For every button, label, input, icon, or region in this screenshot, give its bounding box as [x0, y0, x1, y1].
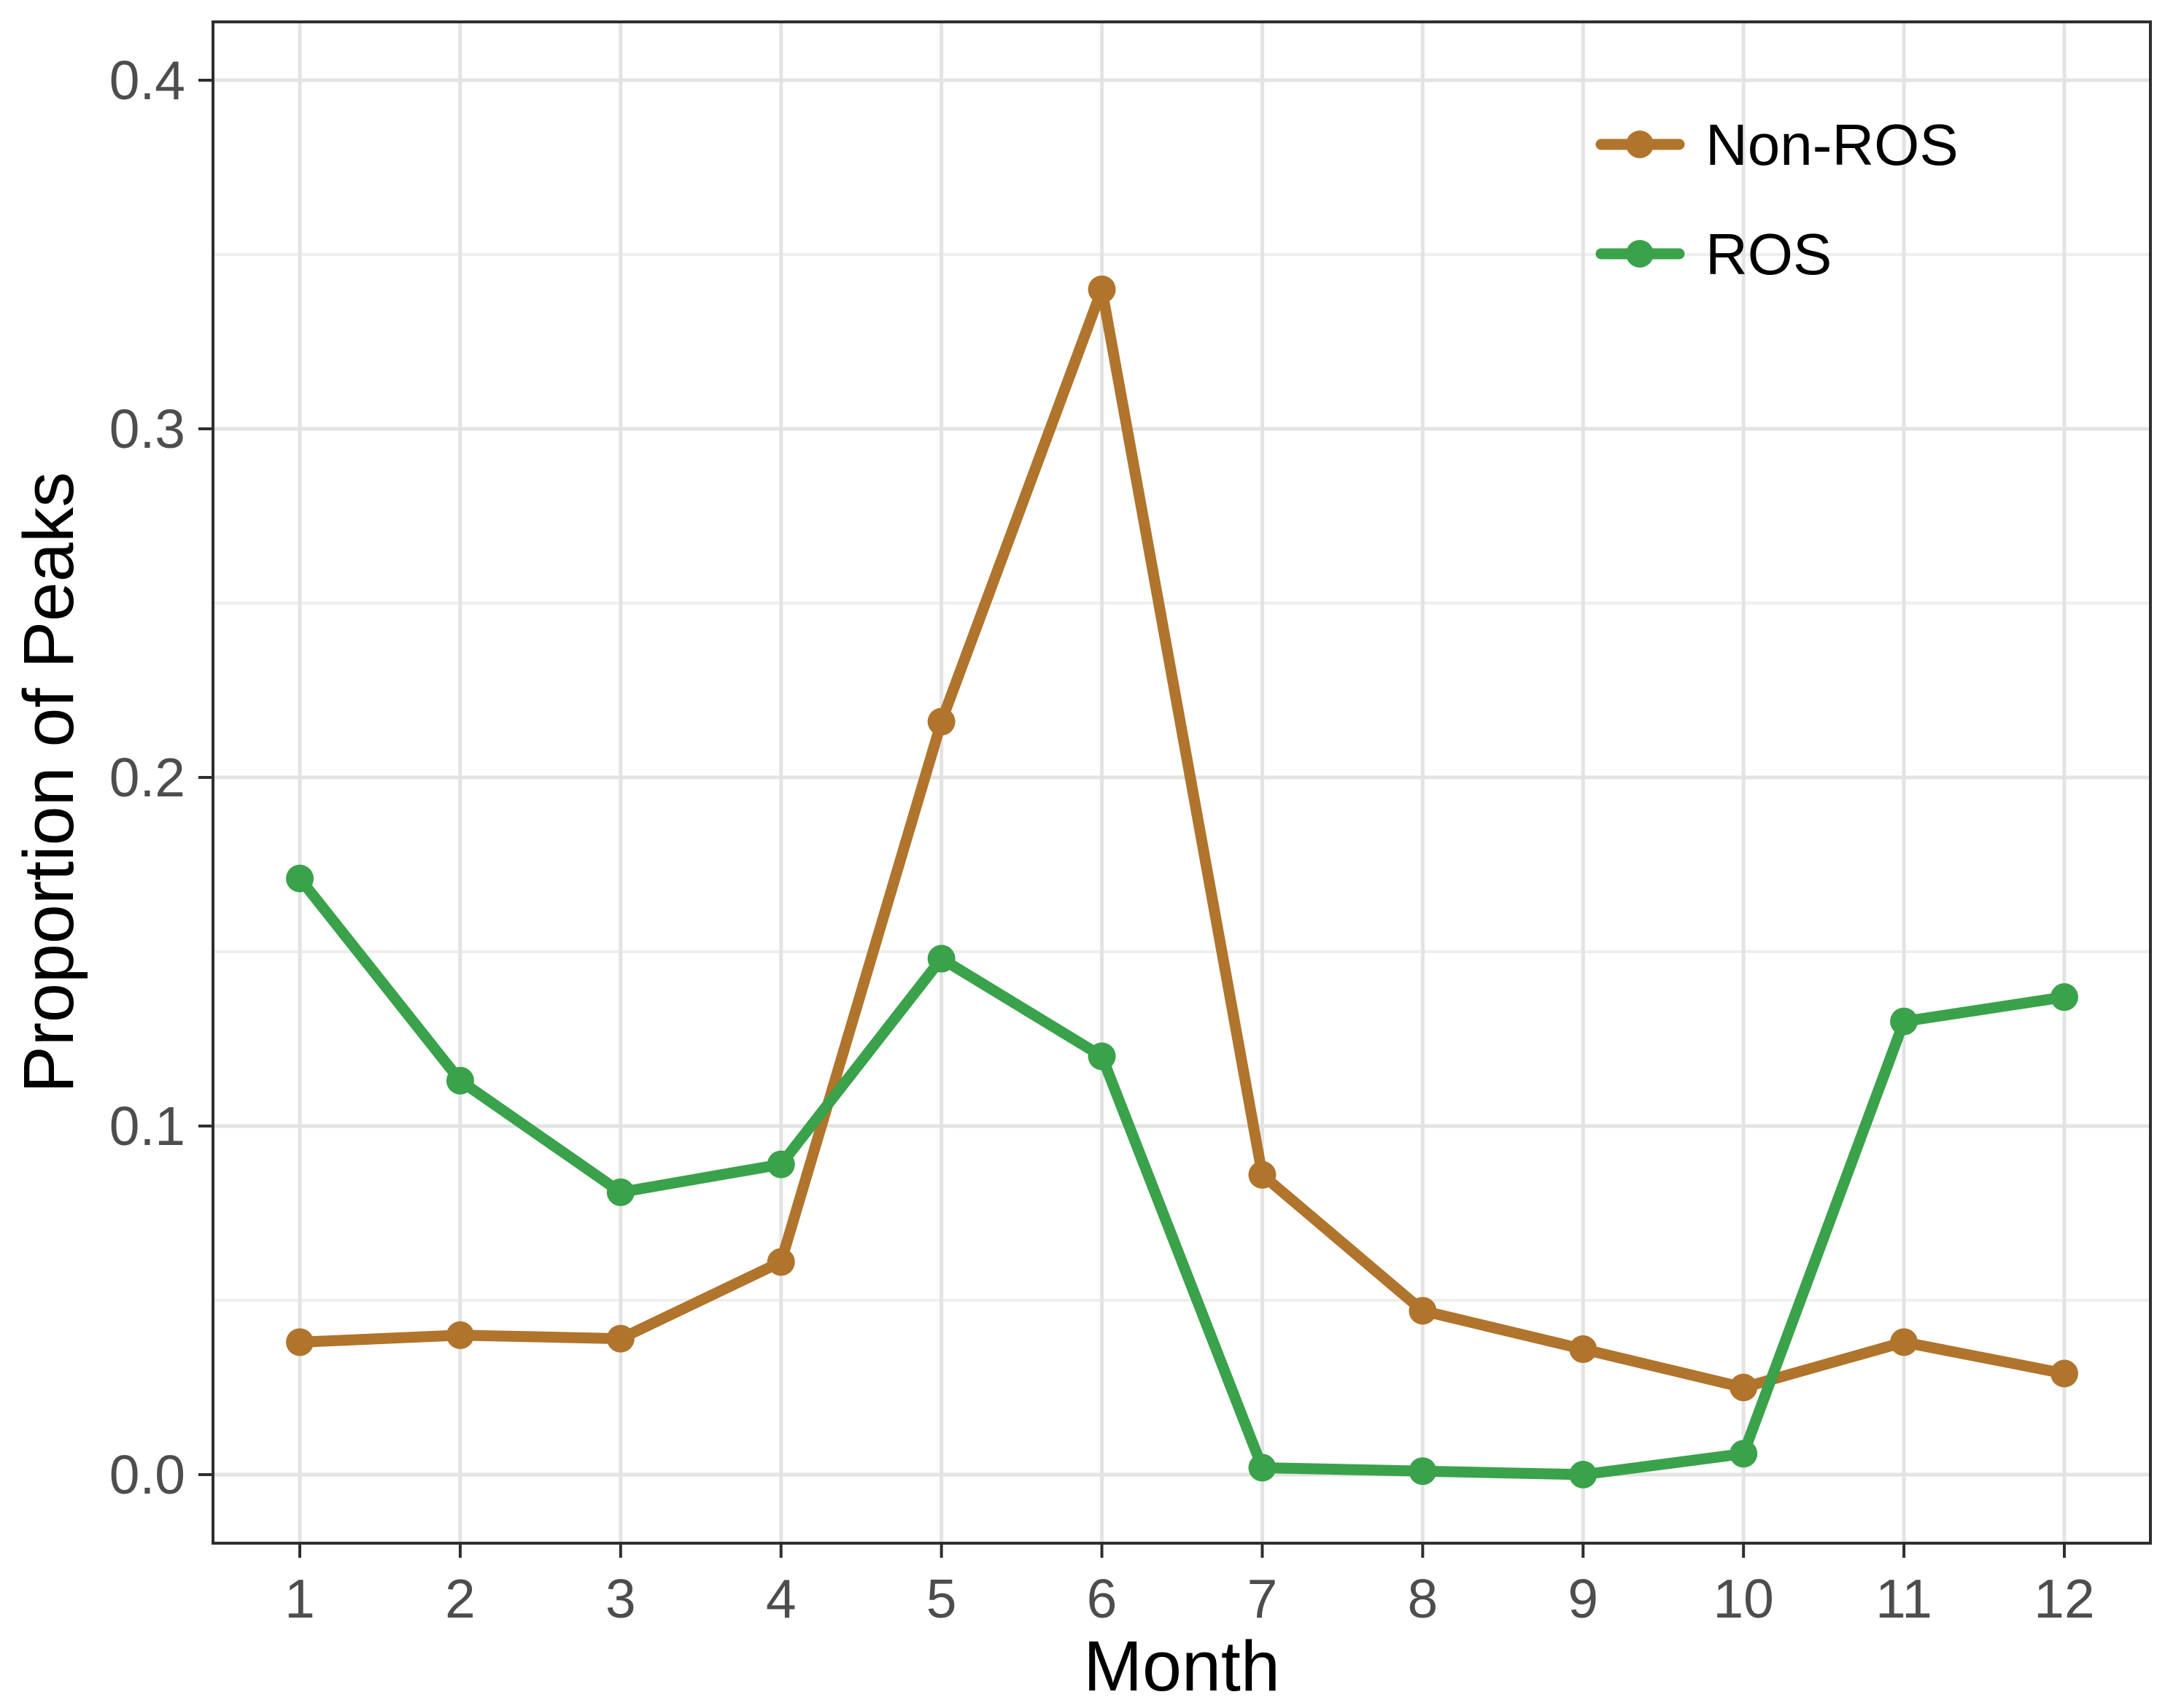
- data-point-non-ros-month-3: [606, 1324, 635, 1353]
- data-point-ros-month-7: [1248, 1453, 1277, 1482]
- x-tick-label: 12: [2034, 1568, 2094, 1629]
- data-point-non-ros-month-10: [1730, 1373, 1758, 1402]
- legend-label-non-ros: Non-ROS: [1705, 112, 1959, 177]
- data-point-non-ros-month-1: [286, 1328, 314, 1356]
- x-tick-label: 8: [1408, 1568, 1438, 1629]
- legend-label-ros: ROS: [1705, 222, 1832, 287]
- y-tick-label: 0.1: [109, 1095, 185, 1157]
- x-tick-label: 3: [605, 1568, 636, 1629]
- data-point-non-ros-month-11: [1890, 1328, 1918, 1356]
- data-point-non-ros-month-5: [927, 707, 956, 736]
- x-tick-label: 11: [1875, 1568, 1932, 1629]
- y-tick-label: 0.0: [109, 1444, 185, 1505]
- data-point-non-ros-month-2: [446, 1321, 474, 1349]
- x-tick-label: 10: [1713, 1568, 1773, 1629]
- data-point-ros-month-9: [1569, 1461, 1597, 1488]
- x-axis-title: Month: [1083, 1626, 1280, 1706]
- data-point-ros-month-11: [1890, 1007, 1918, 1036]
- data-point-ros-month-8: [1409, 1457, 1437, 1486]
- data-point-non-ros-month-6: [1088, 275, 1116, 303]
- x-tick-label: 7: [1247, 1568, 1278, 1629]
- series-line-non-ros: [294, 284, 2070, 1393]
- data-point-ros-month-5: [927, 944, 956, 973]
- gridlines: [213, 22, 2150, 1543]
- data-point-non-ros-month-8: [1409, 1297, 1437, 1325]
- y-tick-labels: 0.0 0.1 0.2 0.3 0.4: [109, 50, 185, 1505]
- legend-item-non-ros: Non-ROS: [1595, 112, 1959, 177]
- data-point-ros-month-10: [1730, 1440, 1758, 1468]
- y-tick-label: 0.4: [109, 50, 185, 111]
- data-point-non-ros-month-4: [767, 1248, 795, 1276]
- y-axis-title: Proportion of Peaks: [9, 472, 88, 1093]
- data-point-ros-month-2: [446, 1066, 474, 1095]
- x-tick-label: 9: [1568, 1568, 1598, 1629]
- data-point-non-ros-month-9: [1569, 1335, 1597, 1363]
- x-tick-label: 6: [1087, 1568, 1118, 1629]
- axis-tick-marks: [198, 79, 2066, 1558]
- y-tick-label: 0.3: [109, 398, 185, 459]
- data-point-non-ros-month-7: [1248, 1160, 1277, 1189]
- panel-border: [212, 20, 2152, 1545]
- series-layer: [286, 275, 2078, 1488]
- data-point-ros-month-3: [606, 1178, 635, 1206]
- y-tick-label: 0.2: [109, 747, 185, 808]
- x-tick-labels: 1 2 3 4 5 6 7 8 9 10 11 12: [284, 1568, 2095, 1629]
- data-point-non-ros-month-12: [2050, 1359, 2078, 1388]
- data-point-ros-month-1: [286, 864, 314, 893]
- data-point-ros-month-4: [767, 1150, 795, 1179]
- x-tick-label: 4: [766, 1568, 797, 1629]
- data-point-ros-month-6: [1088, 1042, 1116, 1071]
- legend: Non-ROS ROS: [1595, 112, 1959, 287]
- legend-key-dot-ros: [1626, 240, 1654, 268]
- legend-item-ros: ROS: [1595, 222, 1832, 287]
- x-tick-label: 1: [284, 1568, 315, 1629]
- x-tick-label: 5: [926, 1568, 957, 1629]
- series-line-ros: [294, 873, 2070, 1480]
- x-tick-label: 2: [445, 1568, 476, 1629]
- data-point-ros-month-12: [2050, 983, 2078, 1012]
- legend-key-dot-non-ros: [1626, 131, 1654, 158]
